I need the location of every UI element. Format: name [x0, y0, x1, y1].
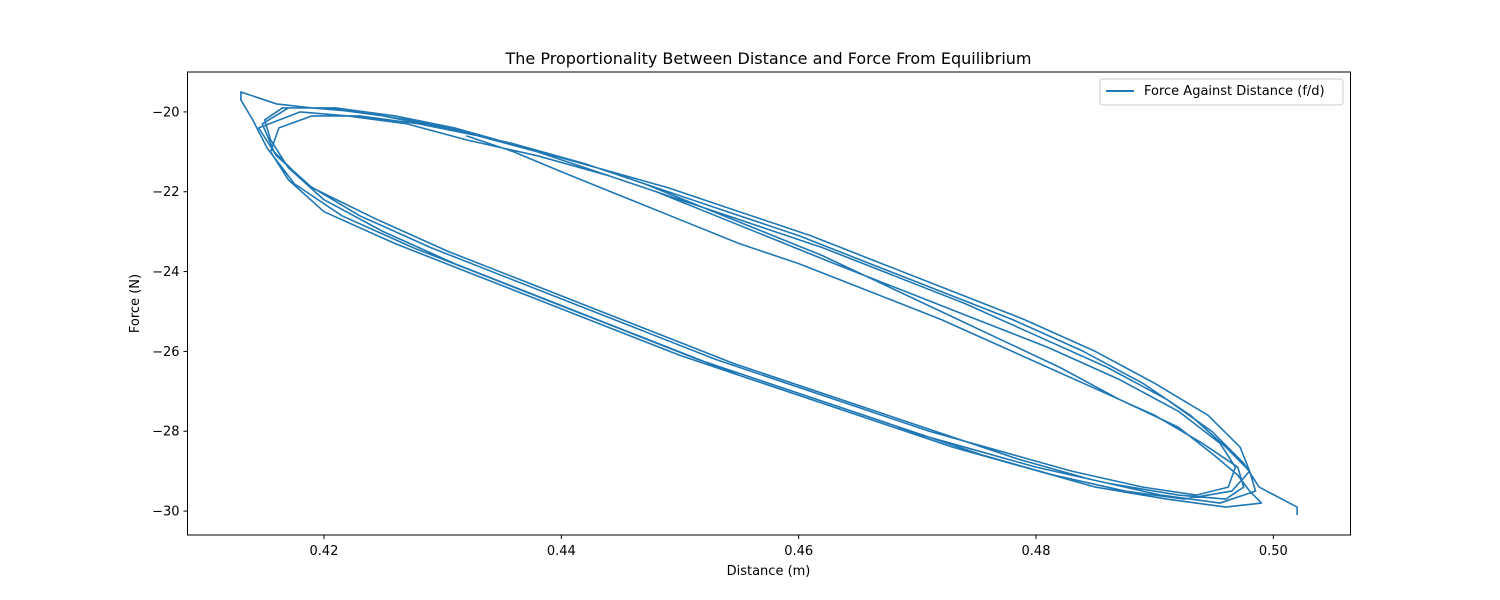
legend: Force Against Distance (f/d) [1099, 78, 1344, 106]
plot-background [187, 72, 1351, 535]
x-tick-label: 0.44 [547, 544, 576, 559]
y-tick-label: −30 [152, 505, 179, 520]
series-line [240, 91, 1298, 516]
x-axis: 0.42 0.44 0.46 0.48 0.50 [309, 535, 1288, 559]
plot-area: 0.42 0.44 0.46 0.48 0.50 −20 −22 −24 −26 −28 −30 [152, 71, 1351, 559]
x-tick-label: 0.50 [1259, 544, 1288, 559]
y-axis-label: Force (N) [128, 274, 143, 333]
legend-label: Force Against Distance (f/d) [1144, 84, 1325, 99]
x-tick-label: 0.48 [1022, 544, 1051, 559]
chart-title: The Proportionality Between Distance and… [505, 49, 1032, 68]
series-layer [240, 91, 1298, 516]
y-tick-label: −28 [152, 425, 179, 440]
y-tick-label: −20 [152, 105, 179, 120]
y-tick-label: −24 [152, 265, 179, 280]
y-axis: −20 −22 −24 −26 −28 −30 [152, 105, 188, 520]
y-tick-label: −26 [152, 345, 179, 360]
x-tick-label: 0.42 [309, 544, 338, 559]
plot-border [187, 71, 1351, 536]
x-tick-label: 0.46 [784, 544, 813, 559]
x-axis-label: Distance (m) [727, 564, 811, 579]
legend-box [1099, 78, 1344, 106]
y-tick-label: −22 [152, 185, 179, 200]
